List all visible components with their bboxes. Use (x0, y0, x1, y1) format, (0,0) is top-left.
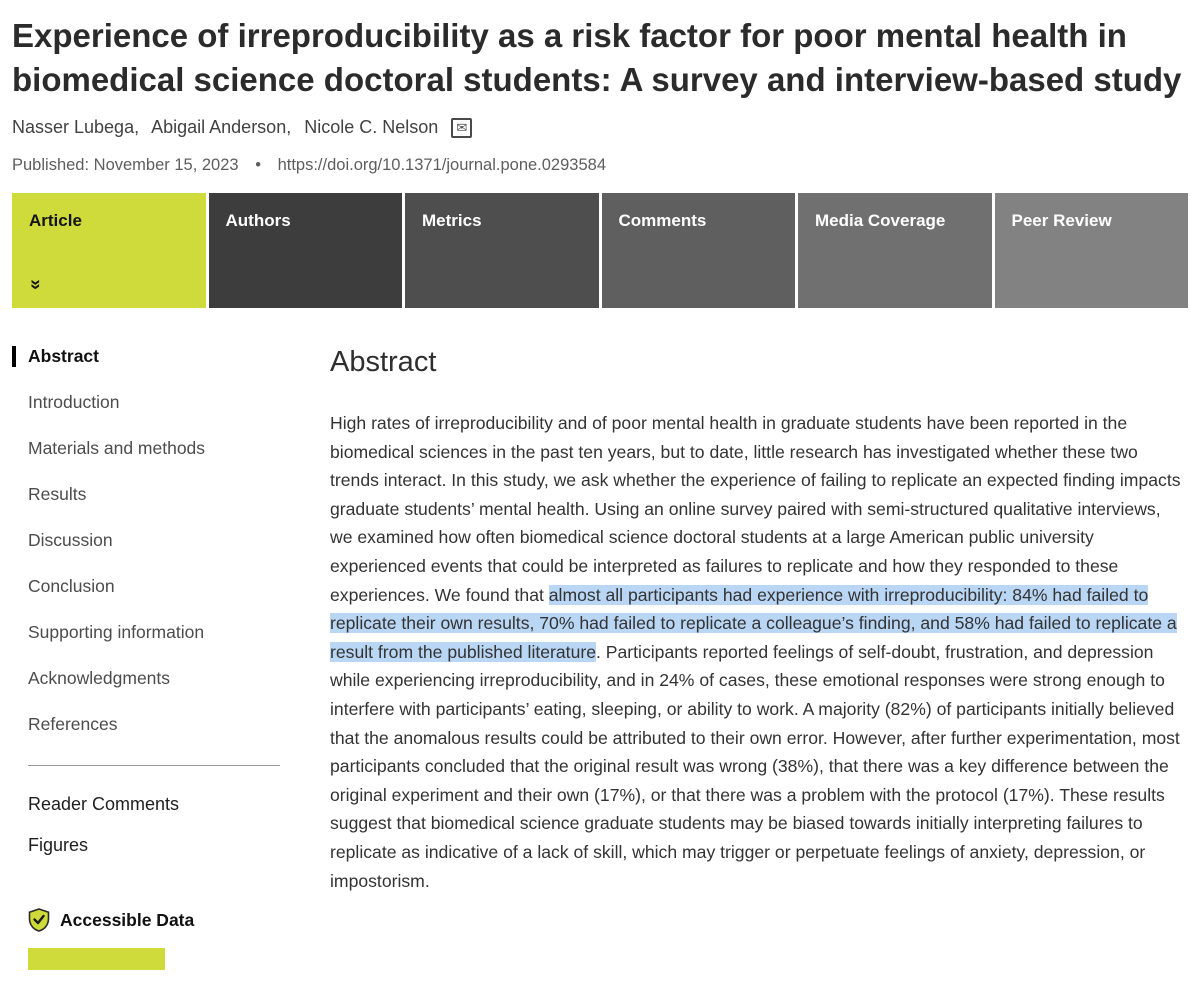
accessible-data-label: Accessible Data (60, 909, 195, 930)
tab-label: Comments (618, 211, 707, 231)
article-header: Experience of irreproducibility as a ris… (0, 0, 1200, 175)
author-link[interactable]: Nicole C. Nelson (304, 117, 439, 138)
published-date: November 15, 2023 (93, 156, 239, 175)
tab-label: Peer Review (1011, 211, 1112, 231)
accessible-data: Accessible Data (12, 908, 330, 932)
tab-authors[interactable]: Authors (208, 193, 402, 309)
published-label: Published: (12, 156, 90, 175)
section-nav: Abstract Introduction Materials and meth… (12, 346, 330, 971)
article-main: Abstract High rates of irreproducibility… (330, 346, 1186, 970)
abstract-text-after: . Participants reported feelings of self… (330, 641, 1180, 891)
email-icon[interactable]: ✉ (451, 118, 473, 139)
tab-article[interactable]: Article » (12, 193, 206, 309)
double-chevron-down-icon[interactable]: » (24, 279, 46, 290)
sidebar-lime-button[interactable] (28, 948, 165, 971)
tab-label: Media Coverage (815, 211, 946, 231)
author-link[interactable]: Nasser Lubega, (12, 117, 140, 138)
tab-media-coverage[interactable]: Media Coverage (798, 193, 992, 309)
tab-metrics[interactable]: Metrics (405, 193, 599, 309)
tab-label: Authors (225, 211, 291, 231)
sidebar-links: Reader Comments Figures (12, 794, 330, 856)
sidebar-item-acknowledgments[interactable]: Acknowledgments (28, 668, 171, 689)
tab-label: Metrics (422, 211, 482, 231)
article-title: Experience of irreproducibility as a ris… (12, 17, 1182, 98)
abstract-text-before: High rates of irreproducibility and of p… (330, 413, 1181, 605)
sidebar-item-reader-comments[interactable]: Reader Comments (28, 794, 180, 815)
sidebar-item-figures[interactable]: Figures (28, 835, 89, 856)
author-link[interactable]: Abigail Anderson, (151, 117, 292, 138)
sidebar-item-discussion[interactable]: Discussion (28, 530, 113, 551)
shield-check-icon (28, 908, 50, 932)
sidebar-item-materials-and-methods[interactable]: Materials and methods (28, 438, 206, 459)
author-list: Nasser Lubega, Abigail Anderson, Nicole … (12, 117, 1186, 139)
tab-peer-review[interactable]: Peer Review (994, 193, 1188, 309)
bullet-separator: • (255, 156, 261, 175)
sidebar-item-results[interactable]: Results (28, 484, 87, 505)
section-list: Abstract Introduction Materials and meth… (12, 346, 330, 735)
doi-link[interactable]: https://doi.org/10.1371/journal.pone.029… (277, 156, 606, 175)
tab-bar: Article » Authors Metrics Comments Media… (12, 193, 1188, 309)
sidebar-divider (28, 765, 280, 767)
publication-line: Published: November 15, 2023 • https://d… (12, 156, 1186, 175)
sidebar-item-supporting-information[interactable]: Supporting information (28, 622, 205, 643)
sidebar-item-introduction[interactable]: Introduction (28, 392, 120, 413)
sidebar-item-conclusion[interactable]: Conclusion (28, 576, 115, 597)
tab-label: Article (29, 211, 82, 231)
sidebar-item-abstract[interactable]: Abstract (12, 346, 330, 368)
sidebar-item-references[interactable]: References (28, 714, 118, 735)
tab-comments[interactable]: Comments (601, 193, 795, 309)
content-area: Abstract Introduction Materials and meth… (0, 346, 1200, 971)
abstract-paragraph: High rates of irreproducibility and of p… (330, 409, 1184, 895)
abstract-heading: Abstract (330, 346, 437, 379)
article-page: Experience of irreproducibility as a ris… (0, 0, 1200, 971)
